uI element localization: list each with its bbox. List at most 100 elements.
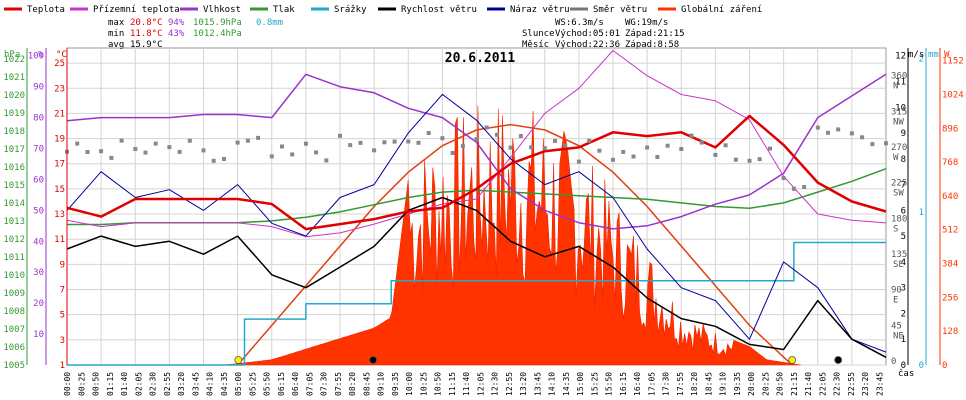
wind-direction-point (280, 144, 284, 149)
time-tick: 01:15 (106, 372, 115, 396)
temp-axis-tick: 5 (60, 311, 65, 321)
dir-axis-label: SE (893, 260, 904, 270)
wind-direction-point (153, 141, 158, 146)
dir-axis-label: N (893, 82, 898, 92)
time-tick: 11:40 (462, 372, 471, 396)
clear-sky-radiation-line (237, 123, 793, 366)
temp-axis-tick: 3 (60, 336, 65, 346)
time-tick: 02:55 (163, 372, 172, 396)
time-tick: 05:25 (248, 372, 257, 396)
legend-label-4: Tlak (273, 5, 295, 15)
wind-direction-point (542, 146, 547, 151)
moonset-marker (369, 356, 378, 364)
lines-layer (65, 50, 888, 366)
wind-direction-point (781, 176, 786, 180)
wind-direction-point (699, 140, 704, 145)
legend-label-9: Globální záření (681, 5, 762, 15)
time-tick: 07:30 (320, 372, 329, 396)
dir-axis-label: NW (893, 117, 904, 127)
time-tick: 08:20 (348, 372, 357, 396)
wind-axis-tick: 2 (901, 309, 906, 319)
humidity-axis-tick: 80 (33, 114, 44, 124)
time-tick: 19:10 (719, 372, 728, 396)
wind-direction-point (245, 138, 250, 143)
stat-avg-temp: 15.9°C (130, 40, 163, 50)
ground-temperature-line (66, 50, 887, 238)
time-tick: 12:55 (505, 372, 514, 396)
stat-max-press: 1015.9hPa (193, 18, 242, 28)
pct-unit: % (38, 50, 44, 60)
markers-layer (234, 356, 843, 364)
humidity-axis-tick: 100 (28, 52, 44, 62)
stat-max-rain: 0.8mm (256, 18, 283, 28)
wind-direction-point (177, 149, 182, 154)
rad-axis-tick: 1024 (942, 90, 964, 100)
wind-direction-point (324, 158, 329, 163)
time-tick: 16:40 (633, 372, 642, 396)
wind-direction-point (382, 140, 387, 145)
time-tick: 10:25 (419, 372, 428, 396)
wind-direction-point (587, 138, 592, 143)
wind-gust-line (66, 93, 887, 353)
dir-axis-label: W (893, 153, 899, 163)
wind-axis-tick: 1 (901, 335, 906, 345)
sun-rise: Východ:05:01 (555, 29, 620, 39)
wind-direction-point (211, 158, 216, 163)
stat-wind-speed: WS:6.3m/s (555, 18, 604, 28)
wind-direction-point (460, 144, 465, 148)
wind-direction-point (655, 155, 660, 159)
dir-axis-value: 315 (891, 107, 907, 117)
humidity-axis-tick: 90 (33, 83, 44, 93)
time-tick: 05:50 (263, 372, 272, 396)
legend-label-8: Směr větru (593, 5, 647, 15)
time-tick: 17:05 (647, 372, 656, 396)
humidity-axis-tick: 50 (33, 206, 44, 216)
hpa-axis-tick: 1020 (3, 91, 25, 101)
wind-direction-point (621, 149, 626, 154)
wind-direction-point (167, 145, 172, 150)
wind-axis-tick: 6 (901, 206, 906, 216)
wind-direction-point (631, 154, 636, 159)
wind-axis-tick: 9 (901, 129, 906, 139)
time-unit: čas (898, 368, 914, 379)
time-tick: 05:00 (234, 372, 243, 396)
mm-axis-tick: 0 (919, 361, 924, 371)
time-tick: 18:45 (704, 372, 713, 396)
time-tick: 07:05 (305, 372, 314, 396)
wind-axis-tick: 11 (895, 78, 906, 88)
wind-direction-point (563, 143, 568, 148)
hpa-axis-tick: 1012 (3, 235, 25, 245)
wind-direction-point (426, 131, 431, 135)
wind-direction-point (201, 148, 206, 153)
hpa-axis-tick: 1007 (3, 325, 25, 335)
dir-axis-label: E (893, 296, 898, 306)
hpa-axis-tick: 1013 (3, 217, 25, 227)
time-tick: 06:15 (277, 372, 286, 396)
wind-direction-point (826, 130, 830, 135)
time-tick: 00:50 (92, 372, 101, 396)
temp-axis-tick: 23 (54, 84, 65, 94)
wind-direction-point (518, 134, 523, 138)
wind-direction-point (791, 186, 796, 191)
rad-axis-tick: 384 (942, 260, 958, 270)
time-tick: 12:05 (476, 372, 485, 396)
global-radiation-area (223, 105, 801, 366)
hpa-axis-tick: 1005 (3, 361, 25, 371)
time-tick: 12:30 (491, 372, 500, 396)
time-tick: 18:20 (690, 372, 699, 396)
mm-axis-tick: 1 (919, 208, 924, 218)
wind-unit: m/s (908, 50, 924, 60)
rad-axis-tick: 1152 (942, 57, 964, 67)
time-tick: 14:10 (548, 372, 557, 396)
rain-line (67, 241, 886, 366)
stat-min-press: 1012.4hPa (193, 29, 242, 39)
stat-min-temp: 11.8°C (130, 29, 163, 39)
hpa-axis-tick: 1022 (3, 55, 25, 65)
temperature-line (66, 114, 887, 231)
wind-direction-point (553, 138, 557, 143)
legend-label-7: Náraz větru (510, 5, 570, 15)
moonrise-marker (834, 356, 843, 364)
wind-direction-point (484, 125, 489, 130)
wind-direction-point (303, 141, 308, 146)
